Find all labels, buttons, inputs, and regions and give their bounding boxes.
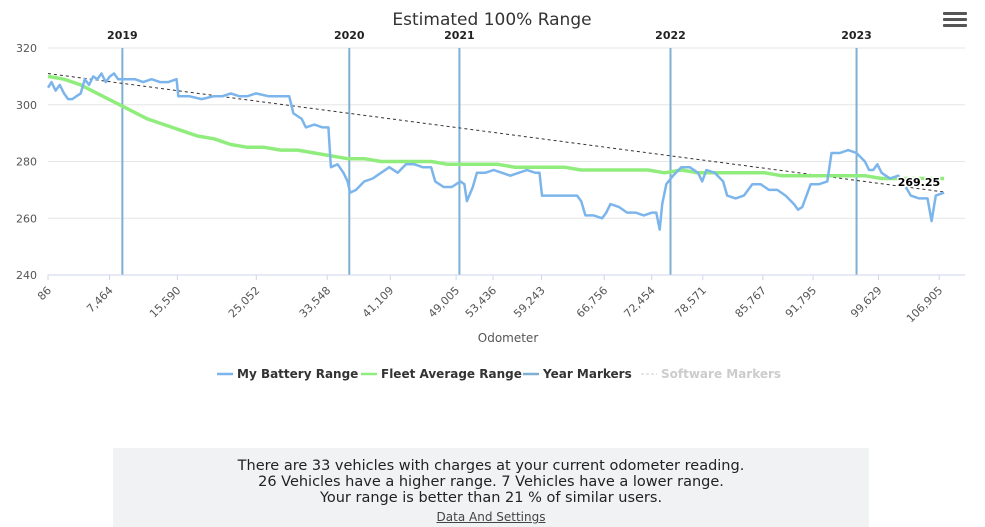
x-tick-label-9: 66,756 [574,284,610,320]
x-tick-label-6: 49,005 [426,284,462,320]
summary-line-percentile: Your range is better than 21 % of simila… [319,490,663,506]
x-tick-label-10: 72,454 [621,284,657,320]
y-axis: 240 260 280 300 320 [16,42,37,282]
x-tick-label-1: 7,464 [84,284,115,315]
x-tick-label-2: 15,590 [147,284,183,320]
year-marker-label-2020: 2020 [334,29,365,42]
year-marker-label-2021: 2021 [444,29,475,42]
summary-line-vehicles: There are 33 vehicles with charges at yo… [237,458,745,474]
x-tick-label-14: 99,629 [848,284,884,320]
end-value-label: 269.25 [898,176,940,189]
x-tick-label-4: 33,548 [297,284,333,320]
x-tick-label-8: 59,243 [511,284,547,320]
y-tick-label-260: 260 [16,212,37,225]
y-tick-label-300: 300 [16,99,37,112]
chart-title: Estimated 100% Range [392,10,591,30]
x-tick-label-7: 53,436 [463,284,499,320]
y-tick-label-240: 240 [16,269,37,282]
x-tick-label-5: 41,109 [360,284,396,320]
summary-line-comparison: 26 Vehicles have a higher range. 7 Vehic… [258,474,724,490]
year-marker-label-2022: 2022 [655,29,686,42]
x-tick-label-3: 25,052 [226,284,262,320]
fleet-average-range-line [47,74,945,181]
y-tick-label-320: 320 [16,42,37,55]
x-axis-title: Odometer [478,331,539,345]
x-tick-label-13: 91,795 [783,284,819,320]
legend-item-2[interactable]: Year Markers [542,367,632,381]
legend-item-3[interactable]: Software Markers [661,367,781,381]
year-marker-label-2019: 2019 [107,29,138,42]
end-data-label: 269.25 [896,175,941,191]
my-battery-range-line [46,72,945,231]
menu-icon-bar [943,24,967,27]
menu-icon-bar [943,18,967,21]
gridlines [48,47,965,276]
y-tick-label-280: 280 [16,156,37,169]
summary-panel: There are 33 vehicles with charges at yo… [113,448,869,527]
year-marker-label-2023: 2023 [841,29,872,42]
range-chart: Estimated 100% Range 2019 2020 2021 2022 202… [16,10,965,381]
year-markers: 2019 2020 2021 2022 2023 [107,29,872,275]
legend-item-1[interactable]: Fleet Average Range [381,367,522,381]
series-lines [46,72,945,231]
legend-item-0[interactable]: My Battery Range [237,367,358,381]
x-tick-label-0: 86 [35,284,54,303]
x-tick-label-12: 85,767 [733,284,769,320]
chart-menu-button[interactable] [943,12,967,32]
menu-icon-bar [943,12,967,15]
x-tick-label-11: 78,571 [672,284,708,320]
x-axis: 86 7,464 15,590 25,052 33,548 41,109 49,005 53,… [35,274,965,325]
trend-line [47,73,945,193]
data-and-settings-link[interactable]: Data And Settings [436,510,546,524]
legend[interactable]: My Battery Range Fleet Average Range Year … [217,367,781,381]
x-tick-label-15: 106,905 [904,284,945,325]
